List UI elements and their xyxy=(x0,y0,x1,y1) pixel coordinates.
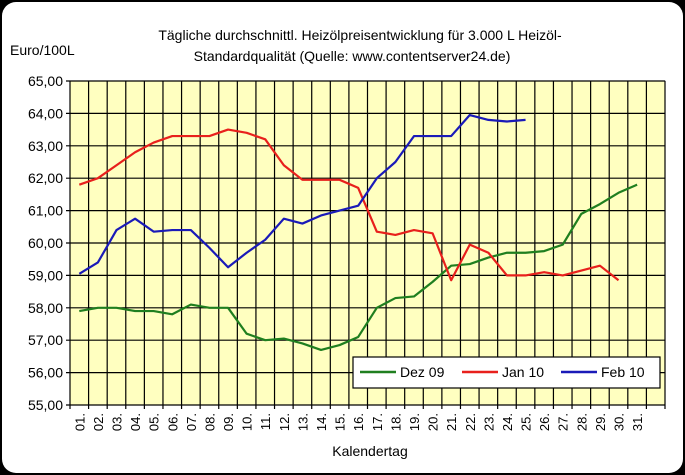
x-tick-label: 06. xyxy=(165,413,180,431)
x-tick-label: 04. xyxy=(128,413,143,431)
y-tick-label: 62,00 xyxy=(28,170,63,186)
y-tick-label: 57,00 xyxy=(28,332,63,348)
legend-label: Feb 10 xyxy=(601,364,645,380)
legend: Dez 09 Jan 10 Feb 10 xyxy=(352,356,661,389)
y-tick-label: 59,00 xyxy=(28,267,63,283)
y-tick-label: 60,00 xyxy=(28,235,63,251)
x-tick-label: 13. xyxy=(295,413,310,431)
x-tick-label: 22. xyxy=(463,413,478,431)
x-tick-label: 01. xyxy=(72,413,87,431)
chart-title-line-1: Tägliche durchschnittl. Heizölpreisentwi… xyxy=(158,27,562,43)
legend-box xyxy=(352,356,661,389)
x-tick-label: 20. xyxy=(426,413,441,431)
x-tick-label: 05. xyxy=(147,413,162,431)
x-tick-label: 16. xyxy=(351,413,366,431)
x-tick-label: 03. xyxy=(109,413,124,431)
x-tick-label: 28. xyxy=(574,413,589,431)
x-tick-label: 02. xyxy=(91,413,106,431)
x-tick-label: 23. xyxy=(481,413,496,431)
x-tick-label: 14. xyxy=(314,413,329,431)
series-line-feb-10 xyxy=(78,113,526,275)
legend-label: Jan 10 xyxy=(502,364,544,380)
x-tick-label: 31. xyxy=(630,413,645,431)
x-tick-label: 12. xyxy=(277,413,292,431)
x-tick-label: 26. xyxy=(537,413,552,431)
legend-label: Dez 09 xyxy=(400,364,445,380)
x-tick-label: 25. xyxy=(519,413,534,431)
chart-title-line-2: Standardqualität (Quelle: www.contentser… xyxy=(194,48,511,64)
x-tick-label: 29. xyxy=(593,413,608,431)
y-tick-label: 58,00 xyxy=(28,300,63,316)
y-tick-label: 55,00 xyxy=(28,397,63,413)
x-tick-label: 15. xyxy=(333,413,348,431)
x-tick-label: 07. xyxy=(184,413,199,431)
x-tick-label: 17. xyxy=(370,413,385,431)
y-tick-label: 63,00 xyxy=(28,138,63,154)
y-axis-label: Euro/100L xyxy=(10,42,75,58)
x-tick-label: 30. xyxy=(612,413,627,431)
x-tick-label: 24. xyxy=(500,413,515,431)
x-tick-label: 10. xyxy=(240,413,255,431)
series-line-jan-10 xyxy=(78,128,620,282)
y-tick-label: 56,00 xyxy=(28,365,63,381)
x-tick-label: 27. xyxy=(556,413,571,431)
y-tick-label: 65,00 xyxy=(28,73,63,89)
x-tick-label: 19. xyxy=(407,413,422,431)
y-tick-label: 64,00 xyxy=(28,105,63,121)
x-axis-label: Kalendertag xyxy=(332,443,408,459)
series-line-dez-09 xyxy=(79,183,638,352)
x-tick-label: 18. xyxy=(388,413,403,431)
x-tick-label: 21. xyxy=(444,413,459,431)
y-tick-label: 61,00 xyxy=(28,203,63,219)
x-tick-label: 09. xyxy=(221,413,236,431)
x-tick-label: 08. xyxy=(202,413,217,431)
x-tick-label: 11. xyxy=(258,413,273,430)
